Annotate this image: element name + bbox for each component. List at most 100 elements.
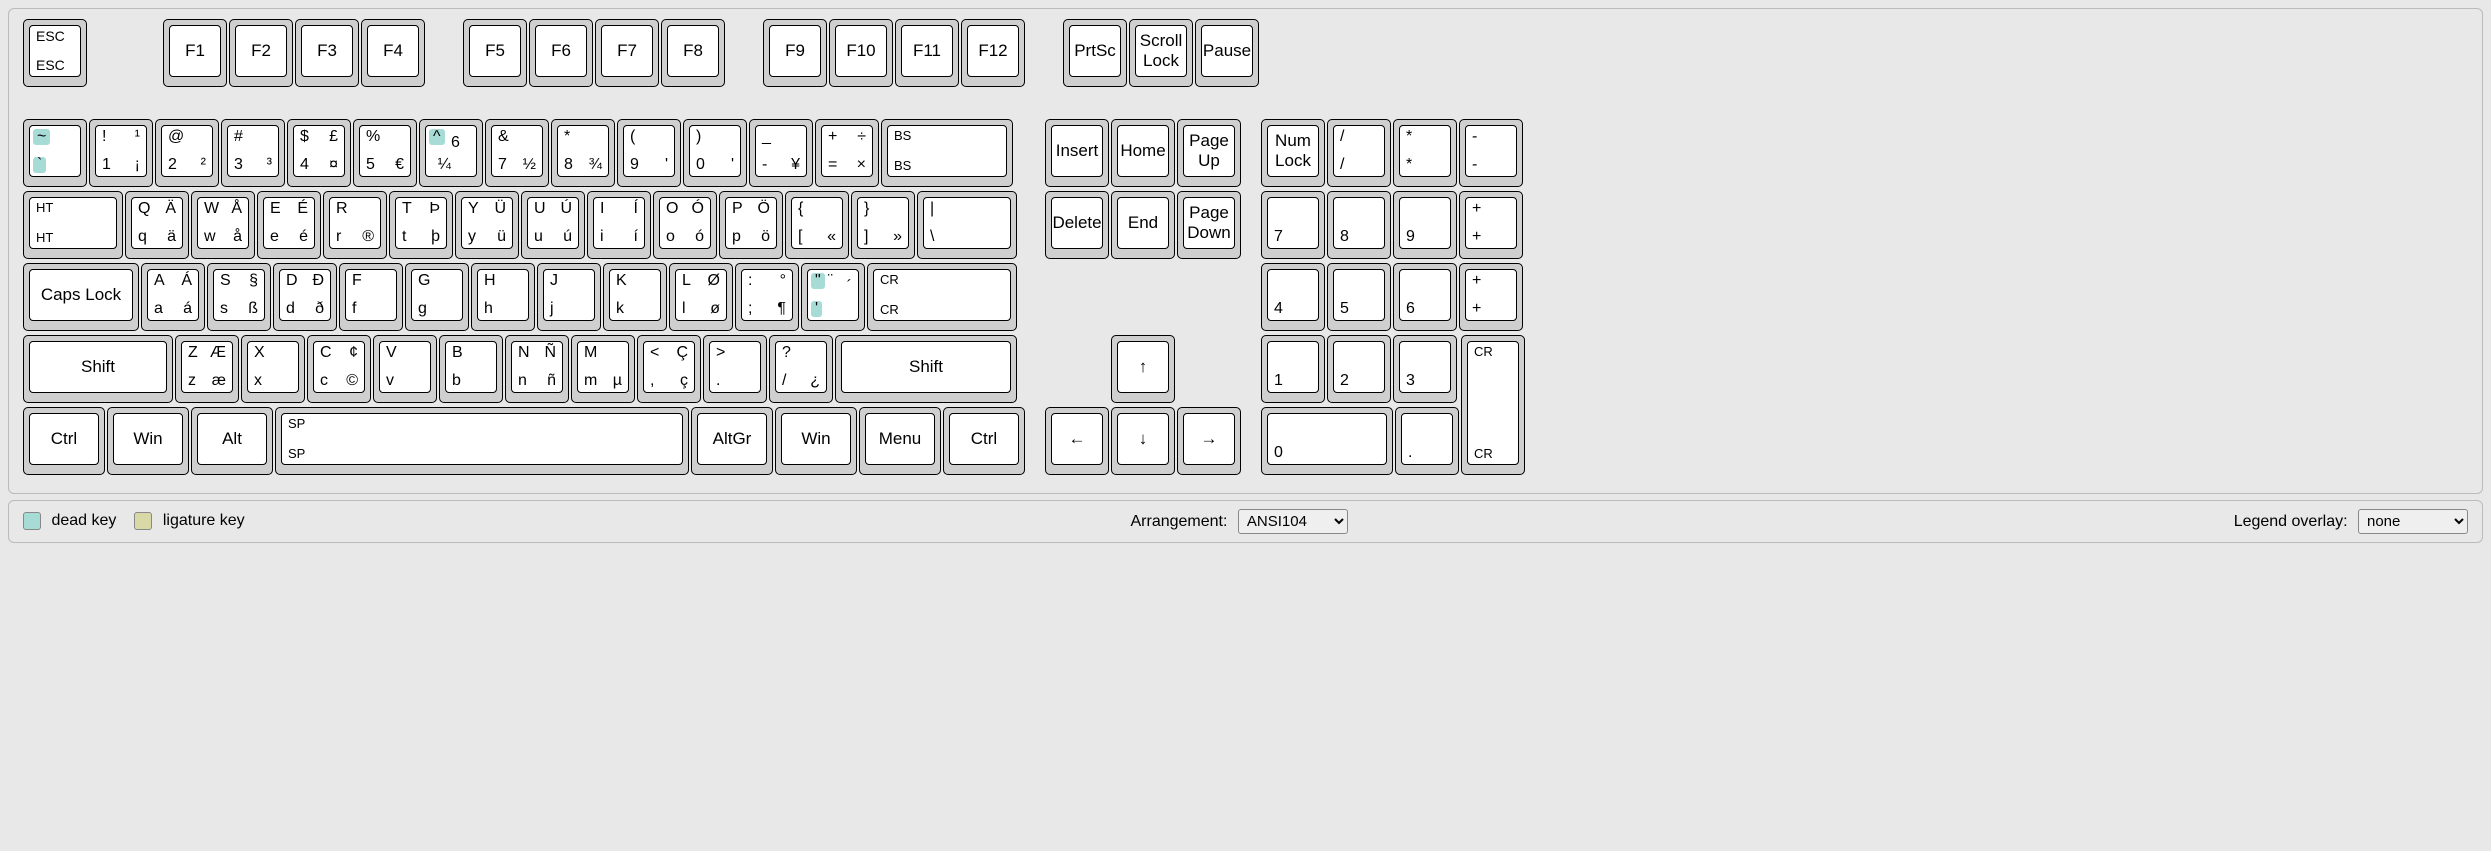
key-num-0[interactable]: ~`	[23, 119, 87, 187]
key-end[interactable]: End	[1111, 191, 1175, 259]
key-q-4[interactable]: TÞtþ	[389, 191, 453, 259]
overlay-select[interactable]: none	[2358, 509, 2468, 534]
key-a-6[interactable]: Jj	[537, 263, 601, 331]
key-a-5[interactable]: Hh	[471, 263, 535, 331]
key-a-10[interactable]: "¨'´	[801, 263, 865, 331]
key-q-8[interactable]: OÓoó	[653, 191, 717, 259]
key-lshift[interactable]: Shift	[23, 335, 173, 403]
key-f12[interactable]: F12	[961, 19, 1025, 87]
key-num-4[interactable]: $£4¤	[287, 119, 351, 187]
key-z-2[interactable]: C¢c©	[307, 335, 371, 403]
key-z-7[interactable]: <Ç,ç	[637, 335, 701, 403]
key-numlock[interactable]: Num Lock	[1261, 119, 1325, 187]
key-np1-0[interactable]: 1	[1261, 335, 1325, 403]
key-tab[interactable]: HTHT	[23, 191, 123, 259]
key-menu-r[interactable]: Menu	[859, 407, 941, 475]
key-z-9[interactable]: ?/¿	[769, 335, 833, 403]
key-backspace[interactable]: BSBS	[881, 119, 1013, 187]
key-num-11[interactable]: _-¥	[749, 119, 813, 187]
key-z-6[interactable]: Mmµ	[571, 335, 635, 403]
key-a-2[interactable]: DÐdð	[273, 263, 337, 331]
key-win[interactable]: Win	[107, 407, 189, 475]
key-np1-2[interactable]: 3	[1393, 335, 1457, 403]
key-num-3[interactable]: #3³	[221, 119, 285, 187]
key-pause[interactable]: Pause	[1195, 19, 1259, 87]
key-f3[interactable]: F3	[295, 19, 359, 87]
key-np-op-1[interactable]: //	[1327, 119, 1391, 187]
key-a-8[interactable]: LØlø	[669, 263, 733, 331]
key-z-8[interactable]: >.	[703, 335, 767, 403]
key-page-down[interactable]: Page Down	[1177, 191, 1241, 259]
key-np1-1[interactable]: 2	[1327, 335, 1391, 403]
key-np4-1[interactable]: 5	[1327, 263, 1391, 331]
key-np0-0[interactable]: 0	[1261, 407, 1393, 475]
key-num-2[interactable]: @2²	[155, 119, 219, 187]
key-win-r[interactable]: Win	[775, 407, 857, 475]
key-num-6[interactable]: ^6¼	[419, 119, 483, 187]
key-num-9[interactable]: (9'	[617, 119, 681, 187]
key-alt[interactable]: Alt	[191, 407, 273, 475]
key-z-4[interactable]: Bb	[439, 335, 503, 403]
key-altgr-r[interactable]: AltGr	[691, 407, 773, 475]
key-q-7[interactable]: IÍií	[587, 191, 651, 259]
key-q-3[interactable]: Rr®	[323, 191, 387, 259]
key-f11[interactable]: F11	[895, 19, 959, 87]
key-arrow-right[interactable]: →	[1177, 407, 1241, 475]
key-q-6[interactable]: UÚuú	[521, 191, 585, 259]
key-num-5[interactable]: %5€	[353, 119, 417, 187]
key-np4-2[interactable]: 6	[1393, 263, 1457, 331]
key-z-3[interactable]: Vv	[373, 335, 437, 403]
key-f2[interactable]: F2	[229, 19, 293, 87]
key-ctrl-r[interactable]: Ctrl	[943, 407, 1025, 475]
key-q-9[interactable]: PÖpö	[719, 191, 783, 259]
key-arrow-left[interactable]: ←	[1045, 407, 1109, 475]
key-np7-2[interactable]: 9	[1393, 191, 1457, 259]
key-num-1[interactable]: !¹1¡	[89, 119, 153, 187]
key-np-op-3[interactable]: --	[1459, 119, 1523, 187]
key-prtsc[interactable]: PrtSc	[1063, 19, 1127, 87]
key-z-5[interactable]: NÑnñ	[505, 335, 569, 403]
key-q-11[interactable]: }]»	[851, 191, 915, 259]
key-z-0[interactable]: ZÆzæ	[175, 335, 239, 403]
key-arrow-up[interactable]: ↑	[1111, 335, 1175, 403]
key-num-8[interactable]: *8¾	[551, 119, 615, 187]
key-f6[interactable]: F6	[529, 19, 593, 87]
key-a-7[interactable]: Kk	[603, 263, 667, 331]
key-rshift[interactable]: Shift	[835, 335, 1017, 403]
key-capslock[interactable]: Caps Lock	[23, 263, 139, 331]
key-num-12[interactable]: +÷=×	[815, 119, 879, 187]
key-home[interactable]: Home	[1111, 119, 1175, 187]
key-f7[interactable]: F7	[595, 19, 659, 87]
key-insert[interactable]: Insert	[1045, 119, 1109, 187]
key-f9[interactable]: F9	[763, 19, 827, 87]
arrangement-select[interactable]: ANSI104	[1238, 509, 1348, 534]
key-q-12[interactable]: |\	[917, 191, 1017, 259]
key-enter[interactable]: CRCR	[867, 263, 1017, 331]
key-np7-0[interactable]: 7	[1261, 191, 1325, 259]
key-np7-1[interactable]: 8	[1327, 191, 1391, 259]
key-q-5[interactable]: YÜyü	[455, 191, 519, 259]
key-f1[interactable]: F1	[163, 19, 227, 87]
key-f8[interactable]: F8	[661, 19, 725, 87]
key-f10[interactable]: F10	[829, 19, 893, 87]
key-f5[interactable]: F5	[463, 19, 527, 87]
key-esc[interactable]: ESC ESC	[23, 19, 87, 87]
key-page-up[interactable]: Page Up	[1177, 119, 1241, 187]
key-num-10[interactable]: )0'	[683, 119, 747, 187]
key-z-1[interactable]: Xx	[241, 335, 305, 403]
key-space[interactable]: SPSP	[275, 407, 689, 475]
key-a-0[interactable]: AÁaá	[141, 263, 205, 331]
key-q-1[interactable]: WÅwå	[191, 191, 255, 259]
key-num-7[interactable]: &7½	[485, 119, 549, 187]
key-a-3[interactable]: Ff	[339, 263, 403, 331]
key-np0-1[interactable]: .	[1395, 407, 1459, 475]
key-scroll-lock[interactable]: Scroll Lock	[1129, 19, 1193, 87]
key-np4-0[interactable]: 4	[1261, 263, 1325, 331]
key-a-1[interactable]: S§sß	[207, 263, 271, 331]
key-np4-3[interactable]: ++	[1459, 263, 1523, 331]
key-np-op-2[interactable]: **	[1393, 119, 1457, 187]
key-np-plus-top[interactable]: ++	[1459, 191, 1523, 259]
key-a-4[interactable]: Gg	[405, 263, 469, 331]
key-q-2[interactable]: EÉeé	[257, 191, 321, 259]
key-numpad-enter[interactable]: CR CR	[1461, 335, 1525, 475]
